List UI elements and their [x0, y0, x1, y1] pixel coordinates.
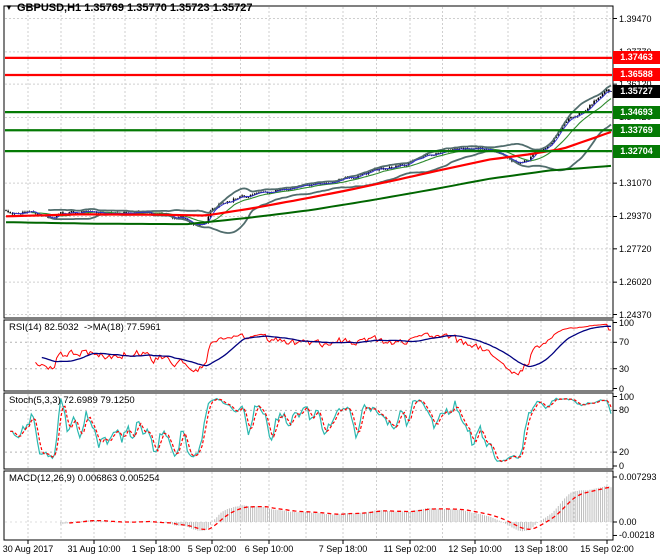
axis-ticks: [27, 18, 617, 544]
macd-panel-series: [5, 485, 612, 532]
stoch-d-line: [10, 398, 612, 462]
stoch-panel-series: [5, 397, 612, 463]
gridlines: [5, 7, 612, 539]
ma-red-line: [5, 130, 612, 218]
rsi-ma-line: [41, 325, 612, 368]
rsi-line: [35, 323, 611, 376]
band-upper-line: [48, 84, 612, 214]
ma-slow-green-line: [5, 164, 612, 226]
macd-signal-line: [69, 486, 611, 531]
rsi-panel-series: [5, 323, 612, 376]
panel-frames: [3, 5, 614, 541]
price-levels[interactable]: [5, 56, 612, 153]
moving-averages: [5, 84, 612, 234]
stoch-k-line: [10, 397, 612, 463]
